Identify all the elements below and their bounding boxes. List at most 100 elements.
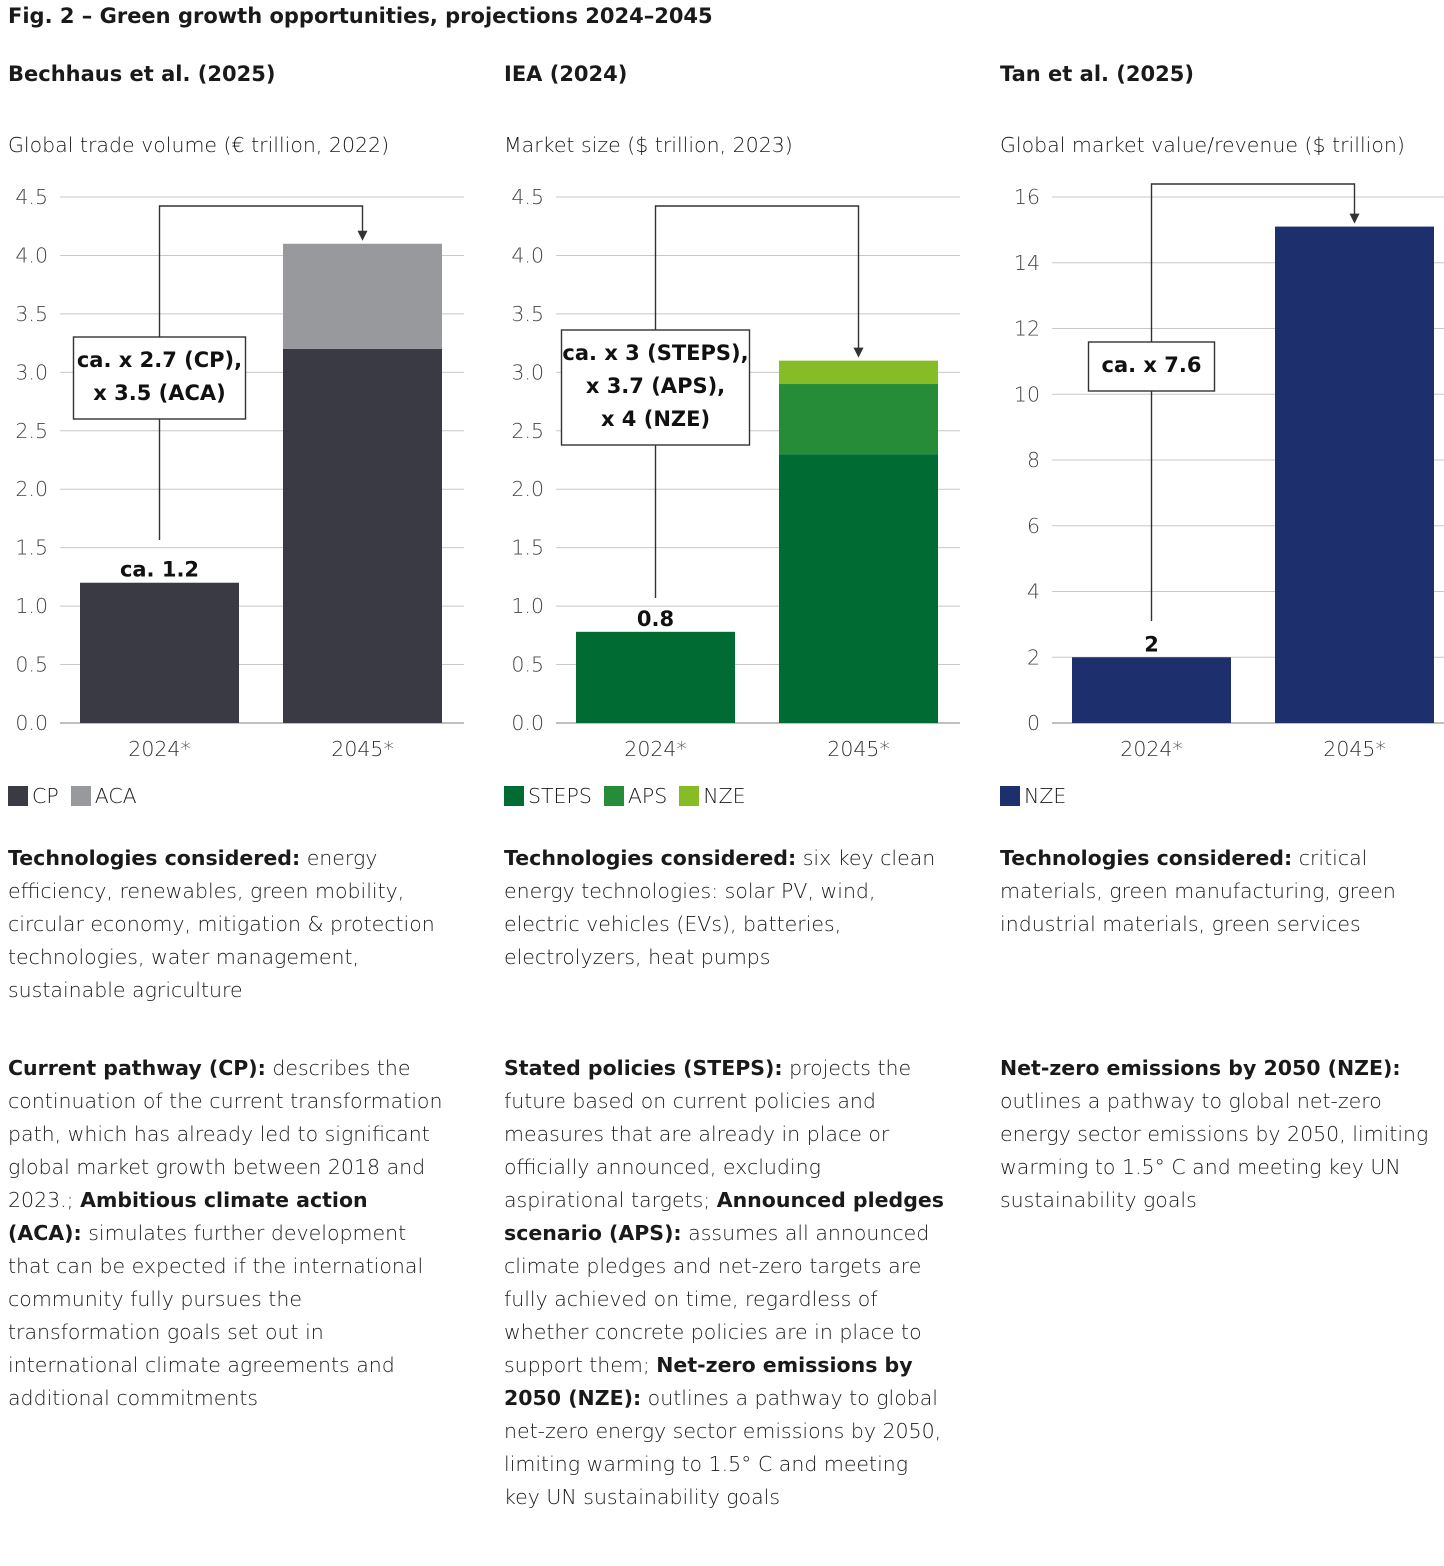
x-tick-label: 2045* bbox=[827, 737, 889, 761]
technologies-description: Technologies considered: energy efficien… bbox=[8, 842, 448, 1007]
y-tick-label: 0.5 bbox=[15, 653, 48, 677]
chart-iea: 0.0 0.5 1.0 1.5 2.0 2.5 3.0 3.5 4.0 4.5 2024* 2045*… bbox=[511, 185, 960, 761]
y-tick-label: 3.5 bbox=[511, 302, 544, 326]
y-tick-label: 1.5 bbox=[511, 536, 544, 560]
legend-label-steps: STEPS bbox=[528, 784, 592, 808]
scenario-text: describes the continuation of the curren… bbox=[8, 1056, 443, 1212]
legend-swatch-aca bbox=[70, 786, 91, 806]
legend-swatch-steps bbox=[504, 786, 524, 806]
bar-aps-2045 bbox=[779, 384, 938, 455]
y-tick-label: 4.5 bbox=[15, 185, 48, 209]
scenario-text: assumes all announced climate pledges an… bbox=[504, 1221, 930, 1377]
y-tick-label: 2.5 bbox=[511, 419, 544, 443]
annotation-box bbox=[1087, 341, 1216, 392]
y-tick-label: 4 bbox=[1027, 580, 1040, 604]
bar-nze-2024 bbox=[1072, 657, 1231, 723]
data-label: ca. 1.2 bbox=[120, 558, 199, 582]
legend-label-nze: NZE bbox=[703, 784, 746, 808]
chart-legend: CP ACA bbox=[8, 782, 149, 810]
technologies-description: Technologies considered: critical materi… bbox=[1000, 842, 1430, 941]
y-tick-label: 4.0 bbox=[511, 243, 544, 267]
y-tick-label: 3.0 bbox=[15, 360, 48, 384]
scenario-description: Current pathway (CP): describes the cont… bbox=[8, 1052, 448, 1415]
bar-steps-2045 bbox=[779, 454, 938, 723]
scenario-text: outlines a pathway to global net-zero en… bbox=[504, 1386, 942, 1509]
scenario-text: projects the future based on current pol… bbox=[504, 1056, 912, 1212]
legend-label-aps: APS bbox=[627, 784, 668, 808]
technologies-text: six key clean energy technologies: solar… bbox=[504, 846, 936, 969]
data-label: 0.8 bbox=[637, 607, 674, 631]
panel-source-title: IEA (2024) bbox=[504, 62, 628, 86]
y-tick-label: 10 bbox=[1014, 382, 1040, 406]
scenario-text: simulates further development that can b… bbox=[8, 1221, 424, 1410]
annotation-box bbox=[560, 329, 751, 446]
annotation-text: ca. x 3 (STEPS), bbox=[562, 341, 748, 365]
y-tick-label: 0.0 bbox=[15, 711, 48, 735]
legend-label-aca: ACA bbox=[94, 784, 137, 808]
annotation-text: x 3.5 (ACA) bbox=[93, 381, 225, 405]
bar-nze-2045 bbox=[779, 360, 938, 385]
chart-bechhaus: 0.0 0.5 1.0 1.5 2.0 2.5 3.0 3.5 4.0 4.5 2024* 2045*… bbox=[15, 185, 464, 761]
y-tick-label: 1.0 bbox=[511, 594, 544, 618]
legend-item-steps: STEPS bbox=[504, 784, 592, 808]
technologies-description: Technologies considered: six key clean e… bbox=[504, 842, 944, 974]
scenario-term: Current pathway (CP): bbox=[8, 1056, 266, 1080]
growth-connector bbox=[1150, 183, 1356, 621]
bar-aca-2045 bbox=[283, 243, 442, 349]
legend-item-aps: APS bbox=[603, 784, 668, 808]
legend-swatch-nze bbox=[1000, 786, 1020, 806]
technologies-text: critical materials, green manufacturing,… bbox=[1000, 846, 1396, 936]
y-tick-label: 4.0 bbox=[15, 243, 48, 267]
legend-label-nze: NZE bbox=[1024, 784, 1067, 808]
panel-bechhaus: Bechhaus et al. (2025) Global trade volu… bbox=[8, 0, 478, 1566]
scenario-term: Net-zero emissions by 2050 (NZE): bbox=[1000, 1056, 1401, 1080]
arrowhead bbox=[357, 230, 368, 241]
data-label: 2 bbox=[1144, 632, 1159, 656]
scenario-description: Stated policies (STEPS): projects the fu… bbox=[504, 1052, 944, 1514]
panel-iea: IEA (2024) Market size ($ trillion, 2023… bbox=[504, 0, 974, 1566]
arrowhead bbox=[1349, 213, 1360, 224]
technologies-label: Technologies considered: bbox=[504, 846, 797, 870]
scenario-text: outlines a pathway to global net-zero en… bbox=[1000, 1089, 1429, 1212]
annotation-text: x 4 (NZE) bbox=[601, 407, 710, 431]
y-tick-label: 1.5 bbox=[15, 536, 48, 560]
scenario-term: Net-zero emissions by 2050 (NZE): bbox=[504, 1353, 913, 1410]
panel-tan: Tan et al. (2025) Global market value/re… bbox=[1000, 0, 1444, 1566]
bar-cp-2024 bbox=[80, 582, 239, 723]
y-tick-label: 14 bbox=[1014, 251, 1040, 275]
legend-item-nze: NZE bbox=[679, 784, 746, 808]
y-tick-label: 2.0 bbox=[511, 477, 544, 501]
panel-source-title: Bechhaus et al. (2025) bbox=[8, 62, 276, 86]
legend-label-cp: CP bbox=[32, 784, 59, 808]
arrowhead bbox=[853, 347, 864, 358]
bar-cp-2045 bbox=[283, 348, 442, 723]
y-tick-label: 3.0 bbox=[511, 360, 544, 384]
legend-item-aca: ACA bbox=[70, 784, 137, 808]
y-tick-label: 0.5 bbox=[511, 653, 544, 677]
x-tick-label: 2024* bbox=[1120, 737, 1182, 761]
x-tick-label: 2024* bbox=[128, 737, 190, 761]
legend-swatch-nze bbox=[679, 786, 700, 806]
y-tick-label: 0.0 bbox=[511, 711, 544, 735]
panel-subtitle: Market size ($ trillion, 2023) bbox=[504, 133, 793, 157]
technologies-label: Technologies considered: bbox=[1000, 846, 1293, 870]
annotation-text: x 3.7 (APS), bbox=[586, 374, 725, 398]
legend-item-nze: NZE bbox=[1000, 784, 1066, 808]
legend-swatch-cp bbox=[8, 786, 28, 806]
y-tick-label: 2 bbox=[1027, 645, 1040, 669]
figure-title: Fig. 2 – Green growth opportunities, pro… bbox=[8, 4, 713, 28]
y-tick-label: 2.5 bbox=[15, 419, 48, 443]
x-tick-label: 2045* bbox=[331, 737, 393, 761]
technologies-label: Technologies considered: bbox=[8, 846, 301, 870]
legend-item-cp: CP bbox=[8, 784, 59, 808]
y-tick-label: 2.0 bbox=[15, 477, 48, 501]
chart-legend: STEPS APS NZE bbox=[504, 782, 758, 810]
chart-legend: NZE bbox=[1000, 782, 1078, 810]
scenario-term: Stated policies (STEPS): bbox=[504, 1056, 783, 1080]
annotation-text: ca. x 7.6 bbox=[1102, 353, 1202, 377]
x-tick-label: 2024* bbox=[624, 737, 686, 761]
annotation-text: ca. x 2.7 (CP), bbox=[77, 348, 242, 372]
panel-source-title: Tan et al. (2025) bbox=[1000, 62, 1194, 86]
y-tick-label: 12 bbox=[1014, 317, 1040, 341]
technologies-text: energy efficiency, renewables, green mob… bbox=[8, 846, 435, 1002]
